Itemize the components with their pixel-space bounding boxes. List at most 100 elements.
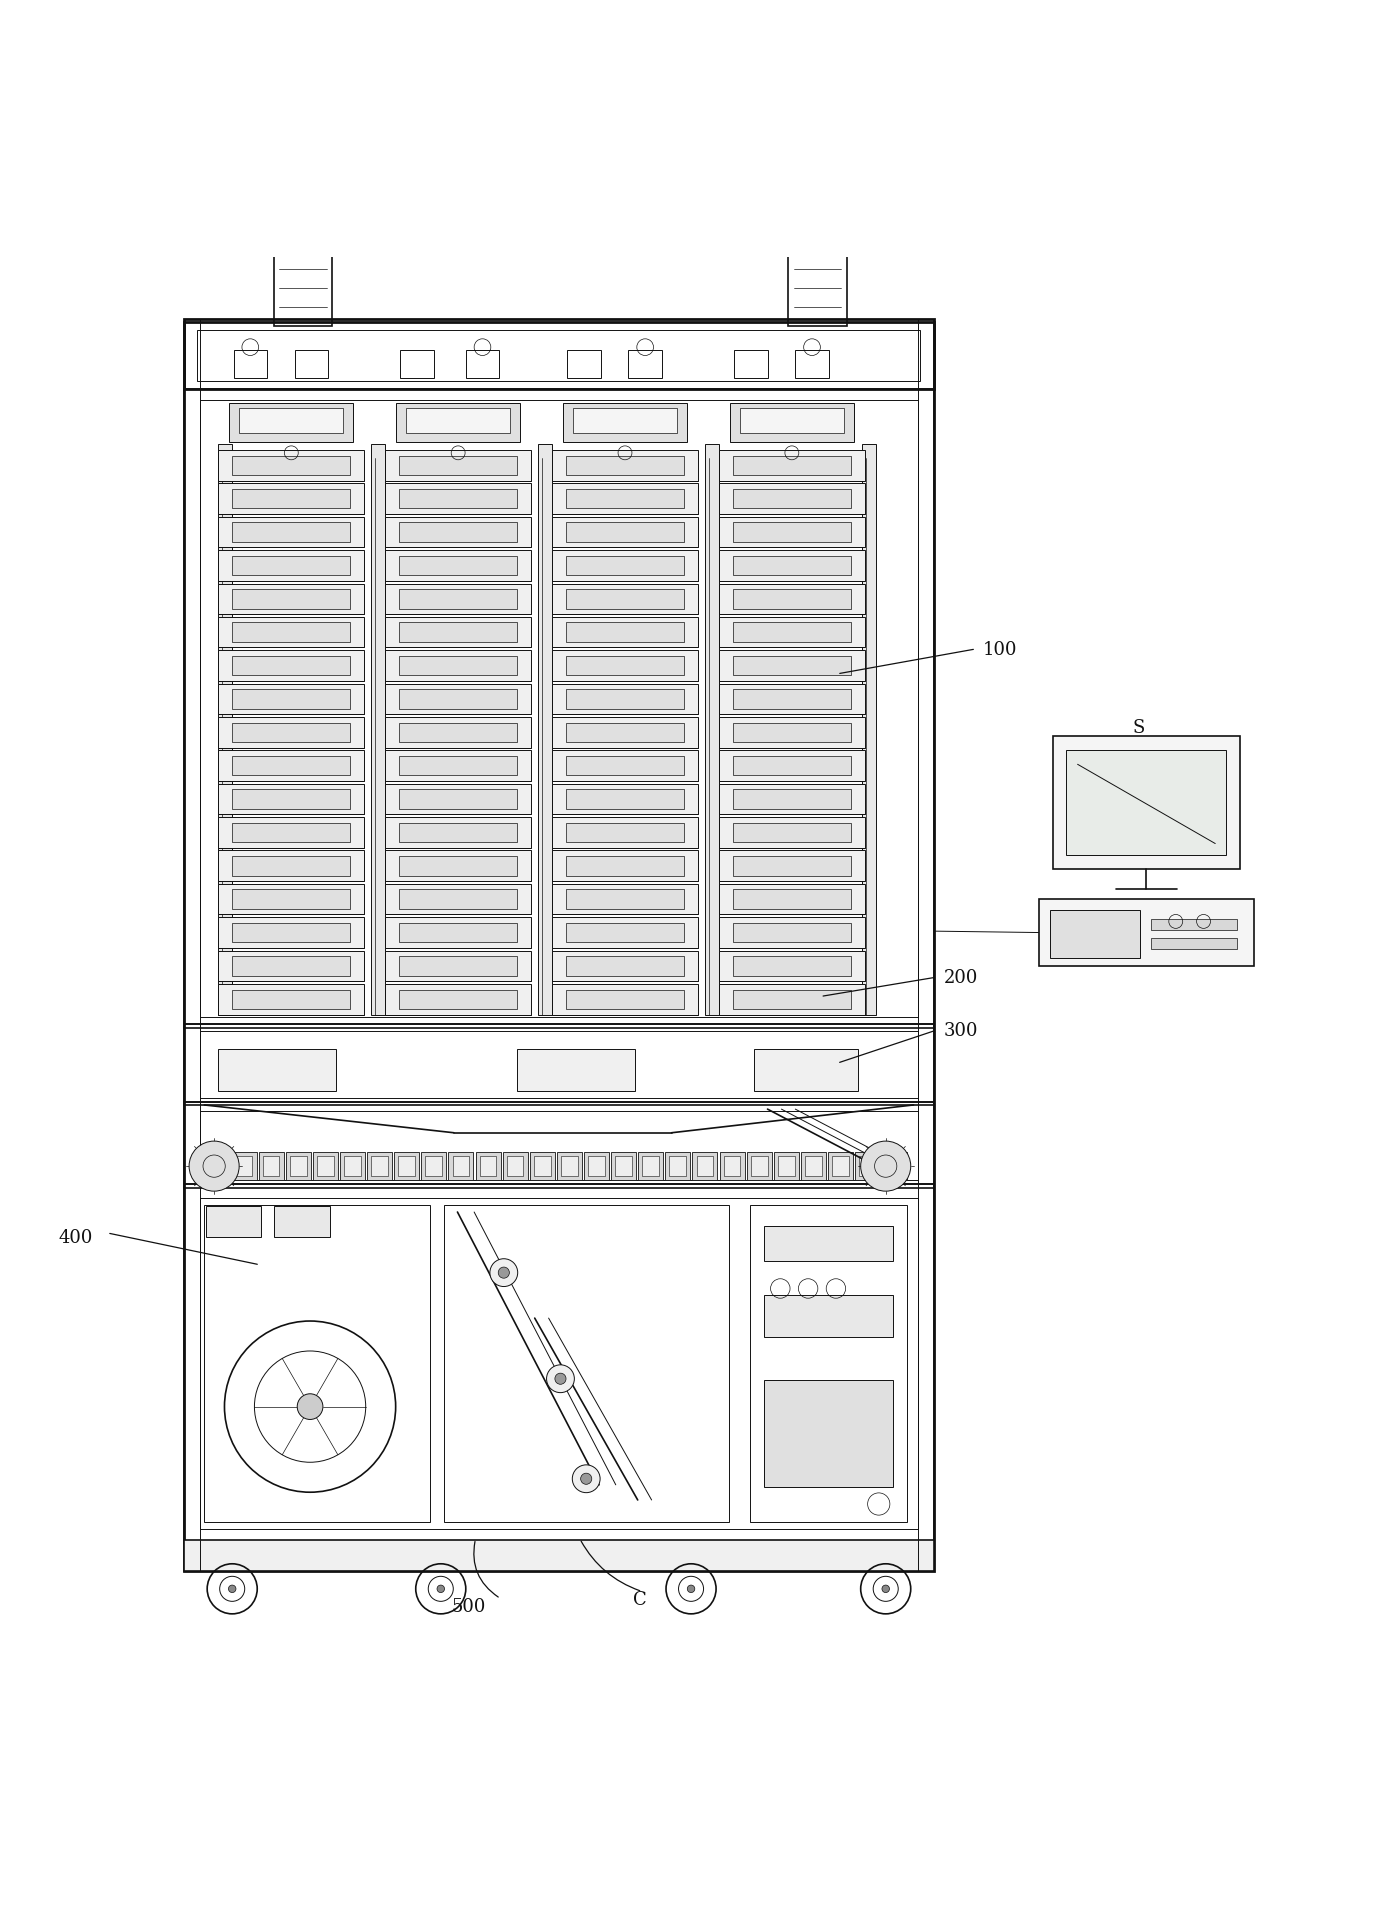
Bar bbox=[452, 1156, 469, 1175]
Circle shape bbox=[498, 1267, 510, 1278]
Bar bbox=[733, 823, 852, 842]
Bar bbox=[529, 1153, 554, 1181]
Circle shape bbox=[861, 1141, 910, 1191]
Bar bbox=[232, 524, 350, 543]
Bar bbox=[642, 1156, 659, 1175]
Bar bbox=[611, 1153, 637, 1181]
Bar bbox=[385, 852, 530, 882]
Bar bbox=[503, 1153, 528, 1181]
Bar bbox=[551, 585, 698, 615]
Bar bbox=[697, 1156, 713, 1175]
Bar bbox=[733, 556, 852, 575]
Bar bbox=[183, 391, 934, 1029]
Bar bbox=[733, 991, 852, 1010]
Circle shape bbox=[229, 1585, 236, 1593]
Bar bbox=[476, 1153, 501, 1181]
Bar bbox=[805, 1156, 822, 1175]
Bar bbox=[719, 518, 866, 549]
Bar bbox=[719, 551, 866, 581]
Bar bbox=[448, 1153, 473, 1181]
Bar bbox=[385, 718, 530, 749]
Bar bbox=[218, 884, 364, 914]
Bar bbox=[232, 657, 350, 676]
Bar bbox=[399, 524, 518, 543]
Bar bbox=[204, 1153, 229, 1181]
Bar bbox=[385, 652, 530, 682]
Bar bbox=[385, 451, 530, 482]
Bar bbox=[385, 817, 530, 848]
Bar bbox=[733, 623, 852, 642]
Bar bbox=[218, 617, 364, 648]
Bar bbox=[385, 785, 530, 815]
Circle shape bbox=[687, 1585, 695, 1593]
Text: 400: 400 bbox=[59, 1229, 92, 1246]
Bar bbox=[733, 724, 852, 743]
Bar bbox=[565, 924, 684, 943]
Bar bbox=[733, 956, 852, 975]
Bar bbox=[828, 1153, 853, 1181]
Bar bbox=[719, 852, 866, 882]
Bar bbox=[719, 785, 866, 815]
Bar bbox=[399, 791, 518, 810]
Bar bbox=[719, 751, 866, 781]
Bar bbox=[692, 1153, 718, 1181]
Bar bbox=[208, 1156, 225, 1175]
Bar bbox=[733, 490, 852, 509]
Bar bbox=[565, 623, 684, 642]
Bar bbox=[385, 918, 530, 949]
Bar bbox=[551, 852, 698, 882]
Bar bbox=[638, 1153, 663, 1181]
Bar bbox=[565, 690, 684, 709]
Bar bbox=[218, 652, 364, 682]
Bar bbox=[764, 1227, 892, 1261]
Bar bbox=[1050, 911, 1141, 958]
Bar bbox=[719, 451, 866, 482]
Bar bbox=[882, 1153, 907, 1181]
Bar bbox=[295, 351, 328, 379]
Bar bbox=[551, 451, 698, 482]
Bar bbox=[565, 791, 684, 810]
Bar bbox=[751, 1156, 768, 1175]
Text: S: S bbox=[1132, 718, 1145, 737]
Circle shape bbox=[437, 1585, 444, 1593]
Bar bbox=[466, 351, 500, 379]
Bar bbox=[399, 924, 518, 943]
Bar bbox=[616, 1156, 632, 1175]
Circle shape bbox=[882, 1585, 889, 1593]
Bar bbox=[565, 956, 684, 975]
Bar bbox=[371, 446, 385, 1015]
Text: 100: 100 bbox=[983, 640, 1018, 659]
Bar bbox=[399, 657, 518, 676]
Bar bbox=[218, 684, 364, 714]
Bar bbox=[733, 890, 852, 909]
Bar bbox=[232, 457, 350, 476]
Bar bbox=[399, 490, 518, 509]
Bar bbox=[444, 1206, 729, 1522]
Bar bbox=[399, 823, 518, 842]
Bar bbox=[551, 617, 698, 648]
Bar bbox=[719, 985, 866, 1015]
Bar bbox=[200, 1033, 917, 1099]
Bar bbox=[399, 623, 518, 642]
Bar bbox=[719, 718, 866, 749]
Bar bbox=[399, 690, 518, 709]
Bar bbox=[551, 551, 698, 581]
Bar bbox=[719, 617, 866, 648]
Bar bbox=[886, 1156, 903, 1175]
Bar bbox=[218, 852, 364, 882]
Bar bbox=[399, 591, 518, 610]
Bar bbox=[232, 756, 350, 775]
Bar bbox=[258, 1153, 283, 1181]
Bar bbox=[286, 1153, 311, 1181]
Bar bbox=[399, 556, 518, 575]
Bar bbox=[183, 1103, 934, 1189]
Circle shape bbox=[581, 1473, 592, 1484]
Bar bbox=[218, 918, 364, 949]
Bar bbox=[232, 991, 350, 1010]
Bar bbox=[740, 410, 845, 434]
Bar bbox=[385, 585, 530, 615]
Bar bbox=[232, 623, 350, 642]
Bar bbox=[398, 1156, 415, 1175]
Bar bbox=[733, 657, 852, 676]
Bar bbox=[565, 724, 684, 743]
